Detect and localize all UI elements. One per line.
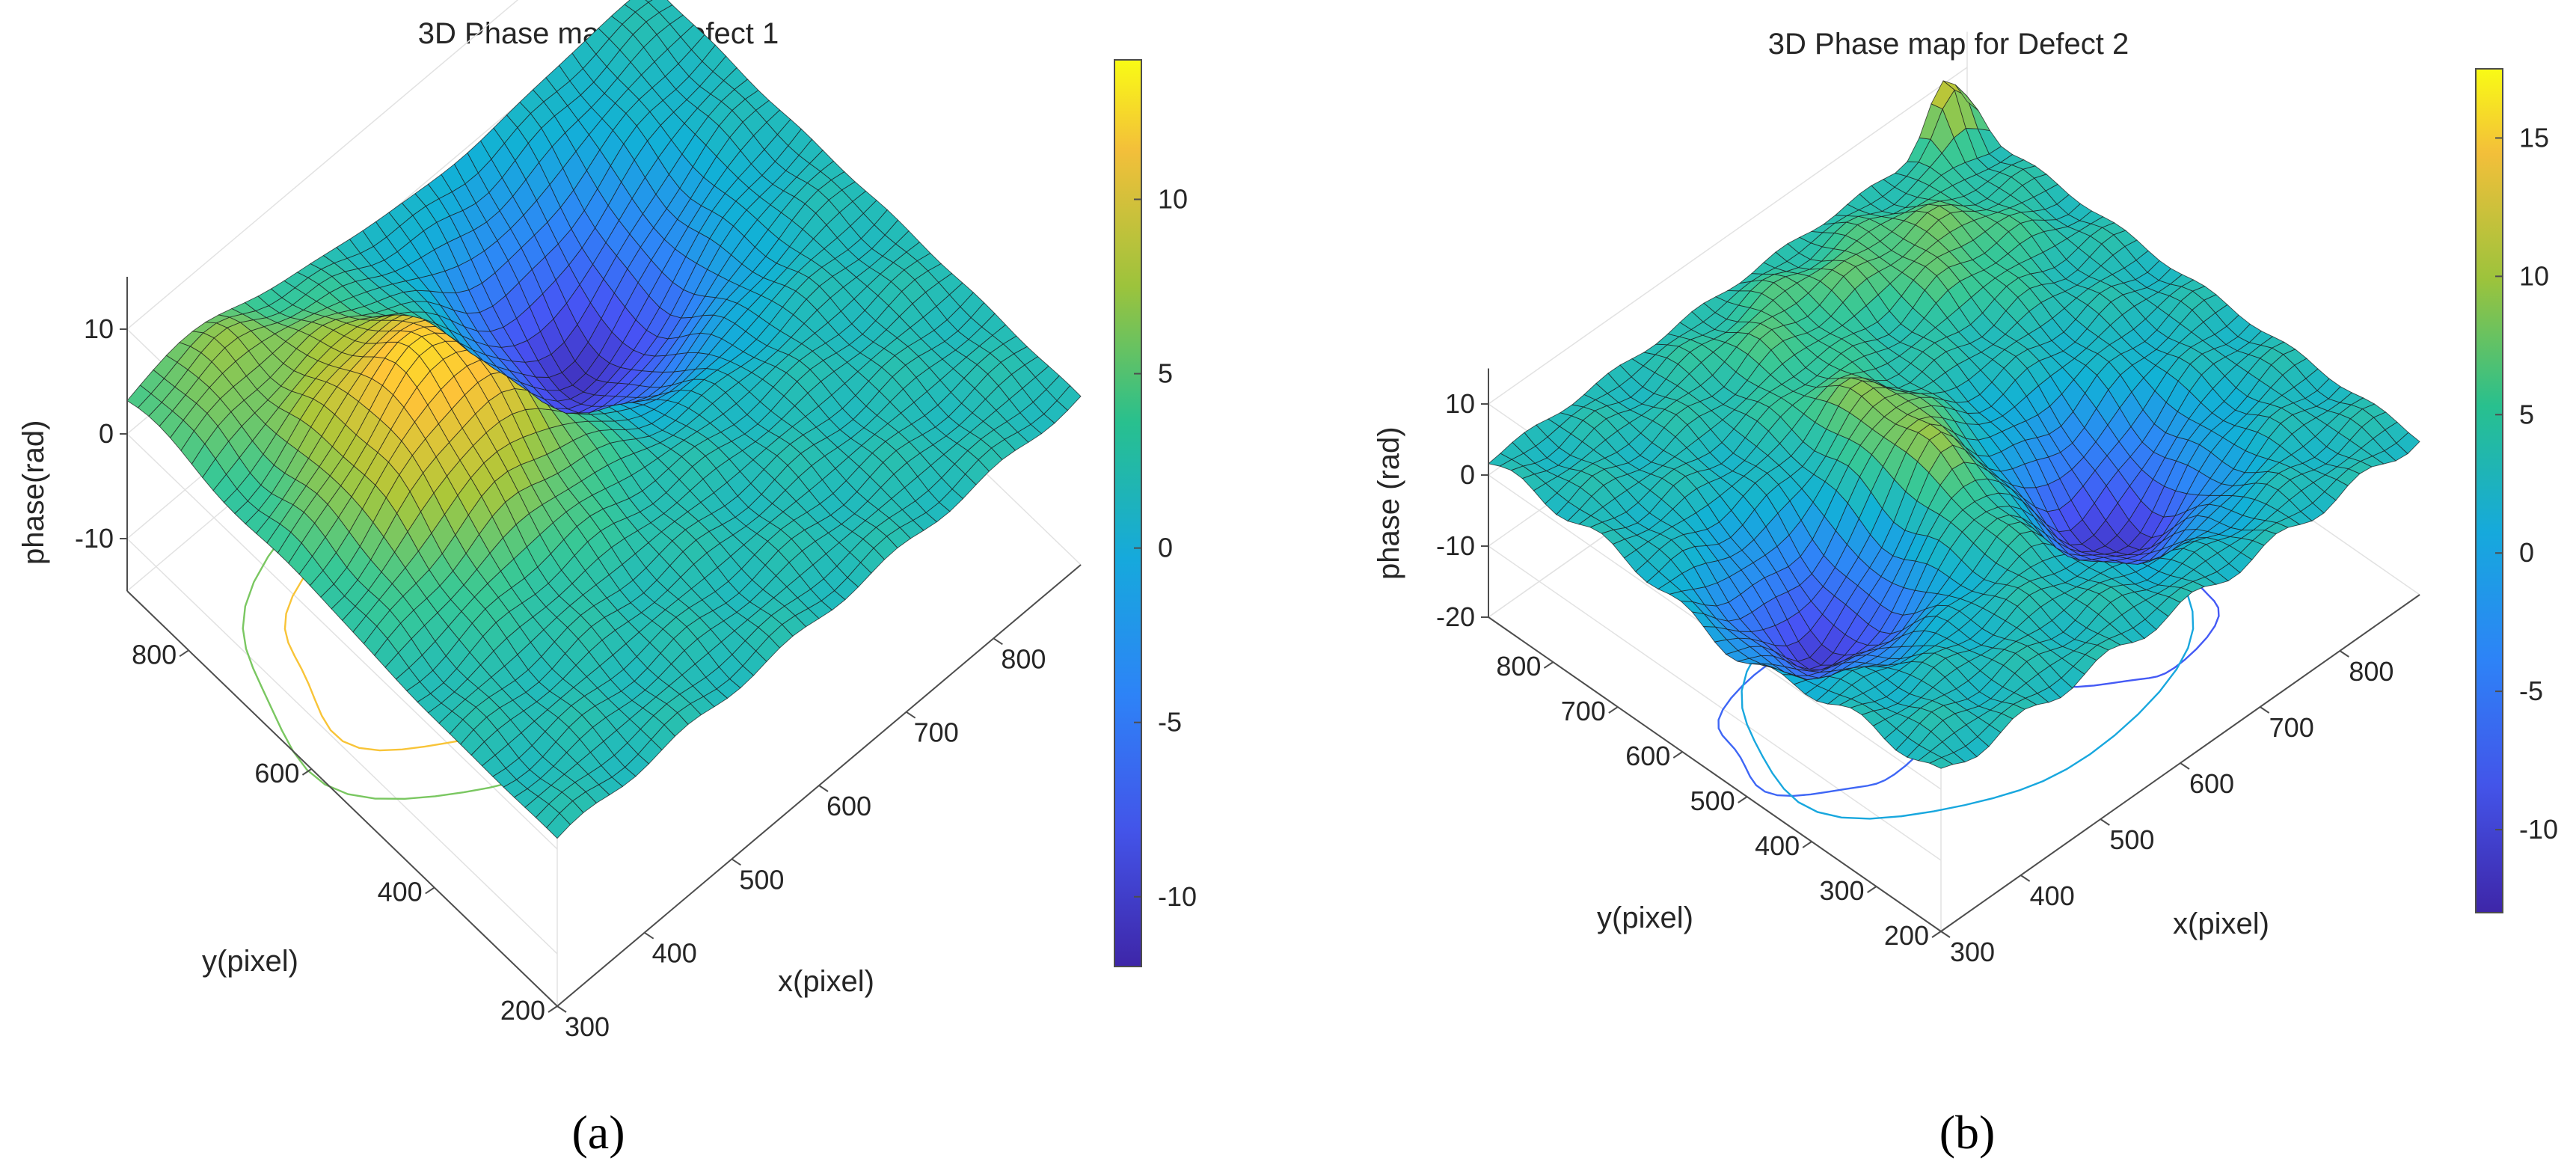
surface-patch — [1954, 84, 1979, 111]
y-axis-line — [1488, 616, 1942, 932]
y-tick-label: 600 — [1625, 741, 1670, 771]
y-axis-line — [126, 590, 558, 1007]
colorbar-a — [1114, 59, 1142, 967]
y-tick-mark — [301, 768, 312, 776]
colorbar-tick-label: -10 — [1158, 881, 1197, 912]
z-tick-label: 10 — [84, 313, 114, 344]
x-tick-label: 500 — [2109, 824, 2154, 855]
x-tick-mark — [2260, 706, 2270, 714]
x-tick-mark — [993, 637, 1003, 646]
y-tick-label: 800 — [1496, 651, 1541, 682]
colorbar-tick-label: 0 — [2519, 537, 2534, 568]
colorbar-tick-label: -5 — [2519, 676, 2543, 706]
x-tick-label: 800 — [1001, 643, 1046, 674]
y-tick-mark — [179, 649, 189, 658]
x-tick-label: 300 — [1950, 937, 1995, 967]
colorbar-tick-label: 0 — [1158, 533, 1173, 563]
colorbar-ticks-b: 15 10 5 0 -5 -10 — [2495, 122, 2558, 845]
x-tick-mark — [2020, 875, 2031, 882]
colorbar-tick-label: 10 — [1158, 183, 1188, 214]
panel-label-a: (a) — [571, 1106, 625, 1159]
y-tick-mark — [1543, 661, 1554, 669]
z-tick-label: 0 — [1460, 459, 1475, 490]
y-tick-label: 400 — [1755, 830, 1800, 861]
x-tick-mark — [2339, 650, 2349, 658]
z-tick-label: 10 — [1445, 388, 1475, 419]
panel-a: 3D Phase map for Defect 1 30040050060070… — [17, 0, 1197, 1159]
y-tick-mark — [1608, 706, 1619, 714]
x-tick-label: 700 — [914, 717, 959, 748]
x-tick-label: 500 — [739, 864, 784, 895]
z-tick-label: -10 — [1436, 530, 1475, 561]
y-tick-label: 300 — [1819, 875, 1864, 906]
x-tick-mark — [644, 931, 654, 940]
panel-b: 3D Phase map for Defect 2 30040050060070… — [1373, 28, 2558, 1159]
x-tick-mark — [2100, 818, 2110, 826]
surface-mesh-b — [1488, 80, 2420, 769]
y-tick-mark — [1672, 751, 1683, 759]
colorbar-ticks-a: 10 5 0 -5 -10 — [1134, 183, 1197, 912]
y-tick-mark — [425, 886, 435, 895]
x-tick-label: 300 — [565, 1011, 610, 1042]
colorbar-tick-label: -5 — [1158, 707, 1182, 738]
surface-patch — [648, 0, 673, 13]
axis-ticks-a: 300 400 500 600 700 800 200 400 600 800 10 0 -10 — [75, 277, 1082, 1042]
x-axis-label-b: x(pixel) — [2173, 907, 2269, 940]
surface-patch — [624, 0, 649, 13]
colorbar-b — [2475, 68, 2503, 913]
colorbar-tick-label: 5 — [2519, 399, 2534, 429]
y-tick-mark — [1931, 931, 1942, 938]
colorbar-tick-label: -10 — [2519, 814, 2558, 845]
y-tick-label: 400 — [378, 876, 423, 907]
x-tick-mark — [731, 858, 741, 866]
y-tick-label: 800 — [132, 639, 177, 670]
z-axis-label-b: phase (rad) — [1373, 426, 1405, 580]
surface-mesh-a — [126, 0, 1082, 839]
y-tick-label: 200 — [500, 995, 545, 1026]
x-tick-mark — [906, 711, 916, 719]
z-axis-label-a: phase(rad) — [17, 420, 50, 565]
x-axis-label-a: x(pixel) — [778, 965, 874, 998]
y-axis-label-a: y(pixel) — [202, 945, 298, 978]
y-tick-label: 200 — [1884, 920, 1929, 951]
y-tick-label: 600 — [254, 758, 299, 788]
y-axis-label-b: y(pixel) — [1597, 901, 1693, 934]
x-tick-mark — [2180, 762, 2190, 770]
colorbar-tick-label: 15 — [2519, 122, 2549, 153]
x-tick-label: 800 — [2349, 656, 2393, 687]
panel-label-b: (b) — [1939, 1106, 1996, 1159]
x-tick-label: 400 — [2030, 880, 2075, 911]
z-tick-label: 0 — [99, 418, 114, 449]
y-tick-mark — [1867, 886, 1877, 893]
x-tick-label: 400 — [652, 938, 697, 969]
surface-patch — [645, 0, 653, 3]
y-tick-label: 500 — [1690, 785, 1735, 816]
x-tick-label: 700 — [2269, 712, 2314, 743]
axis-ticks-b: 300 400 500 600 700 800 200 300 400 500 600 700 800 1… — [1436, 368, 2420, 967]
y-tick-mark — [1738, 796, 1748, 803]
colorbar-tick-label: 10 — [2519, 260, 2549, 291]
chart-title-b: 3D Phase map for Defect 2 — [1768, 28, 2129, 61]
x-tick-label: 600 — [2189, 768, 2234, 799]
z-tick-label: -20 — [1436, 601, 1475, 632]
colorbar-tick-label: 5 — [1158, 358, 1173, 389]
y-tick-mark — [548, 1005, 558, 1013]
x-tick-mark — [1940, 931, 1951, 938]
y-tick-mark — [1802, 841, 1812, 848]
x-tick-mark — [556, 1005, 567, 1013]
x-tick-mark — [818, 785, 829, 792]
y-tick-label: 700 — [1561, 696, 1606, 726]
z-tick-label: -10 — [75, 523, 114, 554]
x-tick-label: 600 — [827, 791, 871, 821]
